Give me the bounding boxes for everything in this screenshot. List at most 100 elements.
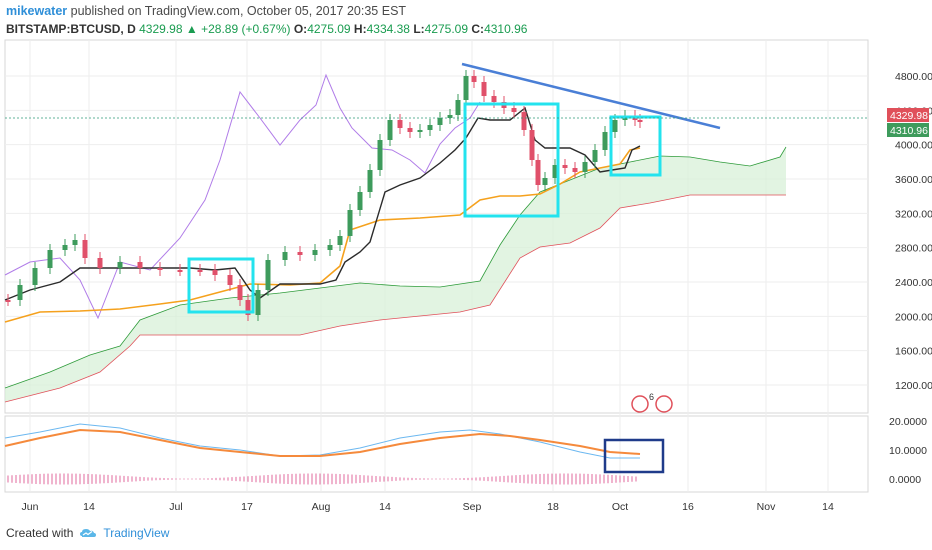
publish-info: mikewater published on TradingView.com, …: [6, 4, 406, 18]
candle-body: [82, 240, 88, 258]
event-flag-icon[interactable]: [631, 395, 649, 413]
candle-body: [367, 170, 373, 192]
candle-body: [572, 168, 578, 172]
tenkan-sen: [4, 106, 641, 301]
open-value: 4275.09: [307, 22, 351, 36]
highlight-box-sep[interactable]: [463, 102, 560, 218]
macd-tick-label: 20.0000: [889, 416, 927, 428]
candle-body: [337, 236, 343, 245]
highlight-box-macd[interactable]: [603, 438, 665, 474]
candle-body: [397, 120, 403, 128]
candle-body: [312, 250, 318, 255]
event-flag-icon[interactable]: [655, 395, 673, 413]
y-tick-label: 1200.00: [895, 380, 932, 392]
x-tick-label: Sep: [463, 501, 482, 513]
high-value: 4334.38: [366, 22, 410, 36]
candle-body: [463, 76, 469, 100]
lagging-span: [4, 73, 481, 320]
tradingview-logo-icon: [80, 529, 97, 537]
y-tick-label: 3200.00: [895, 208, 932, 220]
signal-line: [4, 428, 641, 457]
y-tick-label: 1600.00: [895, 346, 932, 358]
highlight-box-jul[interactable]: [187, 257, 255, 314]
open-label: O:: [293, 22, 308, 36]
candle-body: [407, 128, 413, 132]
tradingview-brand[interactable]: TradingView: [103, 526, 170, 540]
candle-body: [97, 258, 103, 268]
x-tick-label: Jul: [169, 501, 182, 513]
price-label-bg: [887, 108, 929, 122]
candle-body: [5, 300, 11, 302]
price-label: 4310.96: [890, 125, 928, 137]
created-with-text: Created with: [6, 526, 74, 540]
senkou-span-a: [4, 146, 787, 389]
last-price: 4329.98: [139, 22, 183, 36]
x-tick-label: 16: [682, 501, 694, 513]
symbol-name: BITSTAMP:BTCUSD, D: [6, 22, 136, 36]
x-tick-label: 17: [241, 501, 253, 513]
x-tick-label: 14: [822, 501, 834, 513]
author-name[interactable]: mikewater: [6, 4, 68, 18]
candle-body: [357, 192, 363, 210]
highlight-box-oct[interactable]: [609, 115, 662, 177]
candle-body: [197, 270, 203, 272]
x-tick-label: Oct: [612, 501, 628, 513]
candle-body: [387, 120, 393, 140]
candle-body: [511, 108, 517, 112]
y-tick-label: 3600.00: [895, 174, 932, 186]
price-label: 4329.98: [890, 110, 928, 122]
x-tick-label: 14: [83, 501, 95, 513]
kijun-sen: [4, 147, 641, 323]
publish-text: published on TradingView.com, October 05…: [70, 4, 407, 18]
candle-body: [282, 252, 288, 260]
candle-body: [137, 262, 143, 268]
symbol-legend: BITSTAMP:BTCUSD, D 4329.98 ▲ +28.89 (+0.…: [6, 22, 527, 36]
candle-body: [72, 240, 78, 245]
x-tick-label: Jun: [22, 501, 39, 513]
y-tick-label: 4800.00: [895, 71, 932, 83]
y-tick-label: 2000.00: [895, 311, 932, 323]
candle-body: [437, 118, 443, 125]
x-tick-label: 14: [379, 501, 391, 513]
candle-body: [417, 130, 423, 132]
candle-body: [47, 250, 53, 268]
event-count-badge: 6: [649, 392, 654, 402]
candle-body: [245, 300, 251, 315]
high-label: H:: [353, 22, 367, 36]
y-tick-label: 4000.00: [895, 140, 932, 152]
resistance-trendline[interactable]: [461, 62, 721, 130]
candle-body: [535, 160, 541, 185]
price-pane: [4, 39, 869, 414]
candle-body: [62, 245, 68, 250]
candle-body: [447, 115, 453, 118]
footer: Created with TradingView: [6, 526, 169, 540]
candle-body: [177, 270, 183, 272]
candle-body: [521, 112, 527, 130]
low-value: 4275.09: [424, 22, 469, 36]
candle-body: [377, 140, 383, 170]
candle-body: [542, 178, 548, 185]
candle-body: [529, 130, 535, 160]
senkou-span-b: [4, 194, 786, 403]
price-label-bg: [887, 123, 929, 137]
candle-body: [562, 165, 568, 168]
macd-line: [4, 423, 640, 459]
candle-body: [491, 96, 497, 102]
ichimoku-cloud: [5, 147, 786, 402]
candle-body: [471, 76, 477, 82]
candle-body: [455, 100, 461, 115]
candle-body: [327, 245, 333, 250]
candle-body: [17, 285, 23, 300]
candle-body: [227, 275, 233, 285]
up-arrow-icon: ▲: [185, 22, 198, 36]
close-value: 4310.96: [484, 22, 528, 36]
price-change: +28.89 (+0.67%): [201, 22, 291, 36]
macd-pane: [4, 415, 869, 493]
macd-tick-label: 10.0000: [889, 445, 927, 457]
candle-body: [481, 82, 487, 96]
x-tick-label: Aug: [312, 501, 331, 513]
x-tick-label: 18: [547, 501, 559, 513]
candle-body: [612, 120, 618, 132]
candle-body: [237, 285, 243, 300]
